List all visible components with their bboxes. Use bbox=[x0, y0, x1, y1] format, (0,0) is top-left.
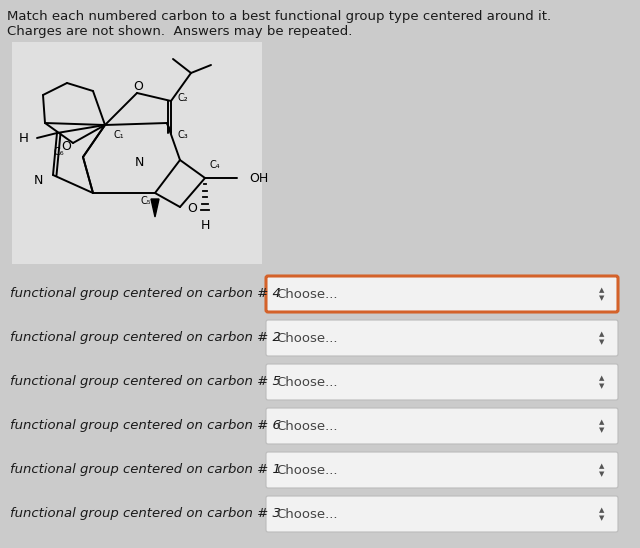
Text: Choose...: Choose... bbox=[276, 332, 337, 345]
FancyBboxPatch shape bbox=[266, 364, 618, 400]
Text: C₃: C₃ bbox=[178, 130, 189, 140]
FancyBboxPatch shape bbox=[266, 496, 618, 532]
FancyBboxPatch shape bbox=[266, 408, 618, 444]
Text: functional group centered on carbon # 2: functional group centered on carbon # 2 bbox=[10, 332, 281, 345]
Text: ▲: ▲ bbox=[599, 287, 605, 293]
Text: O: O bbox=[133, 79, 143, 93]
Text: ▲: ▲ bbox=[599, 463, 605, 469]
Text: C₁: C₁ bbox=[113, 130, 124, 140]
FancyBboxPatch shape bbox=[266, 320, 618, 356]
Text: ▼: ▼ bbox=[599, 383, 605, 389]
Text: ▼: ▼ bbox=[599, 339, 605, 345]
Text: H: H bbox=[19, 132, 29, 145]
Text: Choose...: Choose... bbox=[276, 507, 337, 521]
Text: C₄: C₄ bbox=[209, 160, 220, 170]
Text: ▼: ▼ bbox=[599, 515, 605, 521]
Text: functional group centered on carbon # 6: functional group centered on carbon # 6 bbox=[10, 420, 281, 432]
Text: functional group centered on carbon # 5: functional group centered on carbon # 5 bbox=[10, 375, 281, 389]
Text: C₆: C₆ bbox=[54, 147, 64, 157]
Text: Match each numbered carbon to a best functional group type centered around it.: Match each numbered carbon to a best fun… bbox=[7, 10, 551, 23]
Text: ▲: ▲ bbox=[599, 419, 605, 425]
Text: N: N bbox=[34, 174, 43, 186]
Text: ▲: ▲ bbox=[599, 507, 605, 513]
Text: functional group centered on carbon # 3: functional group centered on carbon # 3 bbox=[10, 507, 281, 521]
Text: Charges are not shown.  Answers may be repeated.: Charges are not shown. Answers may be re… bbox=[7, 25, 353, 38]
Text: ▼: ▼ bbox=[599, 295, 605, 301]
Text: OH: OH bbox=[249, 172, 268, 185]
Text: ▲: ▲ bbox=[599, 331, 605, 337]
FancyBboxPatch shape bbox=[266, 276, 618, 312]
FancyBboxPatch shape bbox=[266, 452, 618, 488]
Text: N: N bbox=[134, 156, 144, 168]
Text: C₂: C₂ bbox=[178, 93, 189, 103]
Text: Choose...: Choose... bbox=[276, 464, 337, 477]
Text: H: H bbox=[200, 219, 210, 232]
Polygon shape bbox=[151, 199, 159, 217]
Text: O: O bbox=[187, 202, 197, 214]
Text: Choose...: Choose... bbox=[276, 420, 337, 432]
Text: O: O bbox=[61, 140, 71, 152]
Text: ▼: ▼ bbox=[599, 471, 605, 477]
FancyBboxPatch shape bbox=[12, 42, 262, 264]
Text: C₅: C₅ bbox=[141, 196, 151, 206]
Text: functional group centered on carbon # 4: functional group centered on carbon # 4 bbox=[10, 288, 281, 300]
Text: Choose...: Choose... bbox=[276, 288, 337, 300]
Text: ▼: ▼ bbox=[599, 427, 605, 433]
Text: functional group centered on carbon # 1: functional group centered on carbon # 1 bbox=[10, 464, 281, 477]
Text: Choose...: Choose... bbox=[276, 375, 337, 389]
Text: ▲: ▲ bbox=[599, 375, 605, 381]
